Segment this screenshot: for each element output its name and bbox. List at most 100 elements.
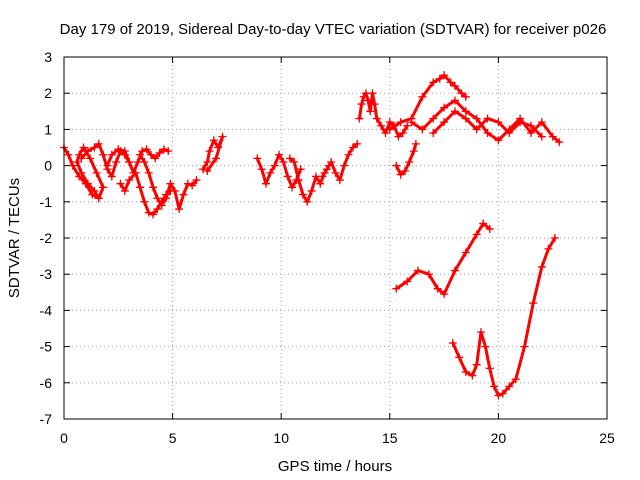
data-point [385,125,394,134]
data-point [461,248,470,257]
data-point [144,168,153,177]
y-tick-label: -1 [40,194,53,210]
y-tick-label: -6 [40,375,53,391]
data-point [140,197,149,206]
data-point [526,129,535,138]
data-point [83,179,92,188]
data-point [136,183,145,192]
data-point [166,179,175,188]
data-point [418,125,427,134]
data-point [125,176,134,185]
data-point [162,194,171,203]
data-point [440,71,449,80]
data-point [353,139,362,148]
y-tick-label: -4 [40,302,53,318]
data-point [411,139,420,148]
data-point [209,136,218,145]
data-point [372,114,381,123]
data-point [405,157,414,166]
x-tick-label: 15 [382,430,398,446]
data-point [159,145,168,154]
data-point [279,157,288,166]
x-tick-label: 0 [60,430,68,446]
data-point [494,136,503,145]
x-tick-label: 20 [491,430,507,446]
data-point [461,107,470,116]
data-point [99,150,108,159]
data-point [490,382,499,391]
data-series [60,71,564,400]
data-point [131,168,140,177]
data-point [203,157,212,166]
data-point [461,92,470,101]
data-point [429,129,438,138]
data-point [440,103,449,112]
plot-frame [63,56,608,420]
data-point [505,129,514,138]
chart-title: Day 179 of 2019, Sidereal Day-to-day VTE… [60,21,607,38]
data-point [73,157,82,166]
data-point [481,342,490,351]
data-point [188,181,197,190]
data-point [544,244,553,253]
series-trace [138,153,198,211]
data-point [433,284,442,293]
series-mid-cluster-b [199,132,227,176]
series-trace [357,91,409,139]
data-point [92,168,101,177]
data-point [114,145,123,154]
data-point [440,290,449,299]
data-point [68,161,77,170]
data-point [392,161,401,170]
data-point [90,143,99,152]
data-point [494,118,503,127]
data-point [290,157,299,166]
series-lower-curve-a [392,219,494,299]
data-point [424,270,433,279]
data-point [396,170,405,179]
data-point [548,132,557,141]
data-point [448,338,457,347]
data-point [183,179,192,188]
grid-lines [64,57,607,419]
data-point [199,165,208,174]
data-point [377,121,386,130]
data-point [125,157,134,166]
data-point [516,118,525,127]
data-point [90,186,99,195]
data-point [455,353,464,362]
data-point [83,147,92,156]
data-point [461,367,470,376]
series-late-upper-a [355,89,412,141]
data-point [149,210,158,219]
data-point [175,205,184,214]
series-trace [394,142,418,177]
data-point [327,157,336,166]
data-point [64,150,73,159]
data-point [435,74,444,83]
data-point [550,234,559,242]
data-point [266,168,275,177]
data-point [472,360,481,369]
y-tick-label: -3 [40,266,53,282]
data-point [450,266,459,275]
data-point [149,183,158,192]
data-point [303,197,312,206]
data-point [316,179,325,188]
series-late-upper-e [392,139,420,179]
data-point [440,118,449,127]
data-point [418,92,427,101]
data-point [335,176,344,185]
data-point [366,107,375,116]
data-point [485,224,494,233]
data-point [94,194,103,203]
data-point [520,342,529,351]
data-point [140,157,149,166]
data-point [153,205,162,214]
data-point [498,389,507,398]
x-tick-label: 5 [169,430,177,446]
data-point [355,114,364,123]
series-mid-cluster-a [136,150,201,214]
data-point [494,391,503,400]
data-point [450,96,459,105]
